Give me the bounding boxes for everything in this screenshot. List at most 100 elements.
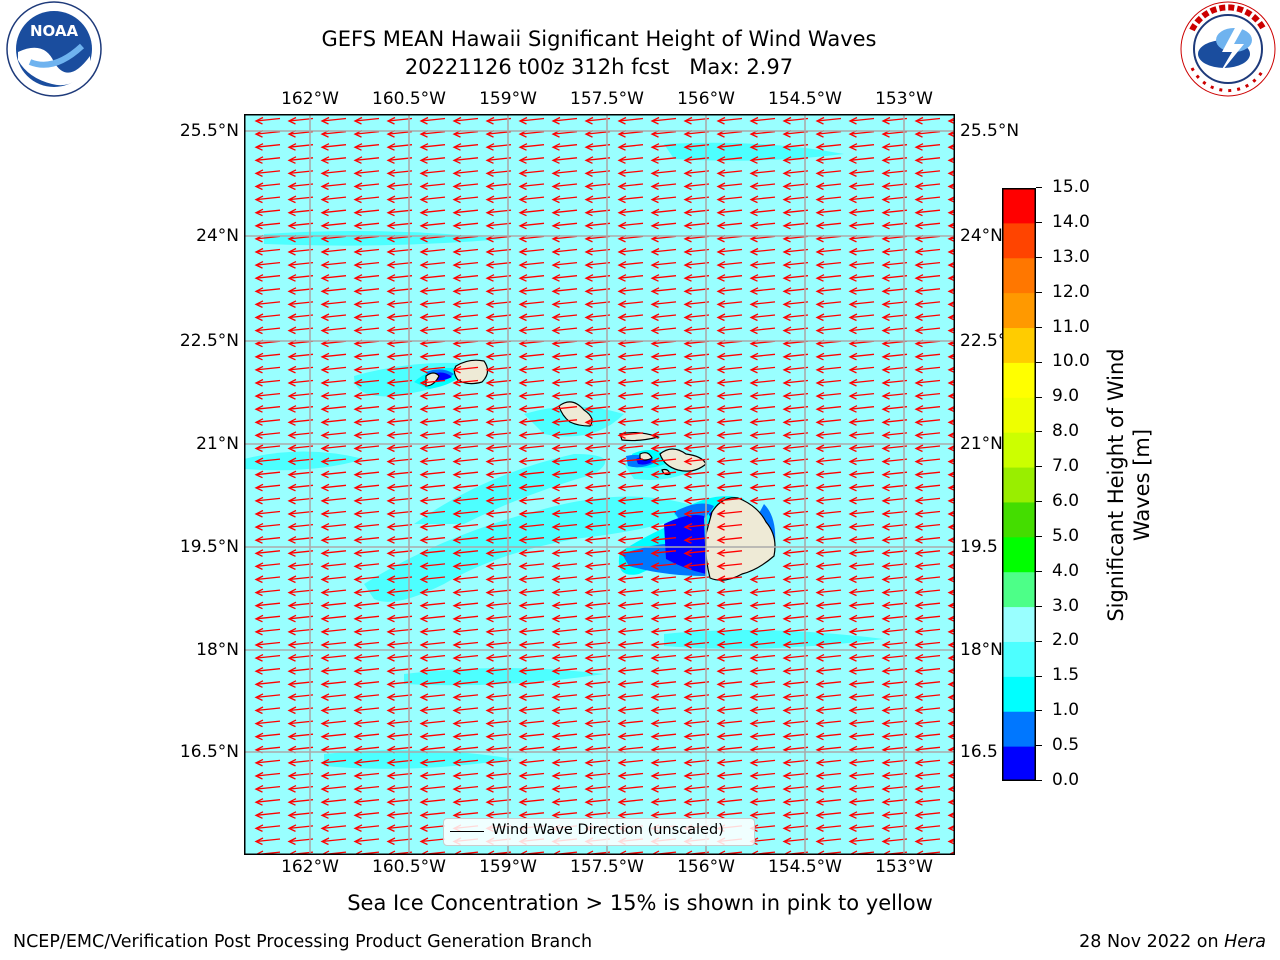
wind-wave-arrow: [914, 536, 941, 544]
wind-wave-arrow: [584, 614, 611, 623]
wind-wave-arrow: [452, 771, 479, 780]
y-tick-right: 18°N: [960, 640, 1003, 660]
wind-wave-arrow: [914, 143, 941, 151]
wind-wave-arrow: [815, 523, 842, 531]
wind-wave-arrow: [320, 509, 347, 518]
wind-wave-arrow: [914, 771, 941, 780]
wind-wave-arrow: [320, 247, 347, 256]
wind-wave-arrow: [716, 444, 743, 453]
wind-wave-arrow: [320, 470, 347, 479]
wind-wave-arrow: [518, 274, 545, 282]
wind-wave-arrow: [881, 654, 908, 662]
wind-wave-arrow: [287, 601, 314, 610]
y-tick-left: 21°N: [196, 434, 239, 454]
wind-wave-arrow: [815, 496, 842, 505]
wind-wave-arrow: [650, 758, 677, 767]
legend-line-icon: [450, 831, 484, 832]
wind-wave-arrow: [485, 811, 512, 819]
colorbar-tick-mark: [1036, 361, 1042, 363]
wind-wave-arrow: [254, 627, 281, 636]
wind-wave-arrow: [386, 693, 413, 701]
wind-wave-arrow: [452, 326, 479, 335]
wind-wave-arrow: [650, 523, 677, 531]
wind-wave-arrow: [287, 444, 314, 453]
wind-wave-arrow: [881, 313, 908, 322]
wind-wave-arrow: [617, 300, 644, 308]
wind-wave-arrow: [716, 247, 743, 256]
wind-wave-arrow: [782, 326, 809, 335]
wind-wave-arrow: [815, 287, 842, 295]
wind-wave-arrow: [881, 169, 908, 177]
wind-wave-arrow: [419, 496, 446, 505]
wind-wave-arrow: [320, 431, 347, 439]
wind-wave-arrow: [848, 221, 875, 230]
wind-wave-arrow: [485, 182, 512, 191]
wind-wave-arrow: [353, 798, 380, 806]
wind-wave-arrow: [386, 509, 413, 518]
wind-wave-arrow: [485, 562, 512, 570]
footer-machine: Hera: [1224, 932, 1266, 952]
wind-wave-arrow: [320, 640, 347, 649]
wind-wave-arrow: [881, 496, 908, 505]
wind-wave-arrow: [683, 758, 710, 767]
wind-wave-arrow: [386, 483, 413, 492]
wind-wave-arrow: [518, 496, 545, 505]
wind-wave-arrow: [452, 169, 479, 177]
wind-wave-arrow: [848, 575, 875, 584]
wind-wave-arrow: [254, 418, 281, 426]
wind-wave-arrow: [452, 719, 479, 728]
wind-wave-arrow: [320, 614, 347, 623]
wind-wave-arrow: [320, 706, 347, 715]
wind-wave-arrow: [254, 274, 281, 282]
wind-wave-arrow: [353, 549, 380, 557]
wind-wave-arrow: [815, 509, 842, 518]
wind-wave-arrow: [452, 654, 479, 662]
wind-wave-arrow: [749, 614, 776, 623]
wind-wave-arrow: [452, 444, 479, 453]
wind-wave-arrow: [815, 247, 842, 256]
wind-wave-arrow: [584, 313, 611, 322]
footer-date: 28 Nov 2022 on: [1079, 932, 1225, 952]
wind-wave-arrow: [617, 667, 644, 675]
colorbar-tick-label: 4.0: [1052, 560, 1080, 581]
wind-wave-arrow: [617, 523, 644, 531]
wind-wave-arrow: [287, 693, 314, 701]
wind-wave-arrow: [485, 143, 512, 151]
wind-wave-arrow: [287, 719, 314, 728]
wind-wave-arrow: [914, 221, 941, 230]
wind-wave-arrow: [320, 418, 347, 426]
wind-wave-arrow: [617, 654, 644, 662]
wind-wave-arrow: [254, 509, 281, 518]
wind-wave-arrow: [782, 719, 809, 728]
wind-wave-arrow: [617, 627, 644, 636]
x-tick-top: 153°W: [875, 89, 933, 109]
wind-wave-arrow: [419, 378, 446, 387]
wind-wave-arrow: [320, 405, 347, 413]
wind-wave-arrow: [518, 509, 545, 518]
wind-wave-arrow: [881, 116, 908, 125]
wind-wave-arrow: [287, 274, 314, 282]
wind-wave-arrow: [287, 575, 314, 584]
wind-wave-arrow: [320, 654, 347, 662]
wind-wave-arrow: [782, 837, 809, 846]
wind-wave-arrow: [518, 444, 545, 453]
wind-wave-arrow: [914, 627, 941, 636]
wind-wave-arrow: [287, 588, 314, 597]
wind-wave-arrow: [848, 418, 875, 426]
wind-wave-arrow: [881, 444, 908, 453]
wind-wave-arrow: [881, 601, 908, 610]
wind-wave-arrow: [386, 378, 413, 387]
wind-wave-arrow: [617, 444, 644, 453]
wind-wave-arrow: [848, 627, 875, 636]
wind-wave-arrow: [287, 365, 314, 374]
wind-wave-arrow: [353, 758, 380, 767]
wind-wave-arrow: [749, 116, 776, 125]
colorbar-segment: [1002, 606, 1036, 642]
wind-wave-arrow: [749, 300, 776, 308]
wind-wave-arrow: [749, 470, 776, 479]
wind-wave-arrow: [551, 247, 578, 256]
wind-wave-arrow: [815, 575, 842, 584]
wind-wave-arrow: [683, 182, 710, 191]
wind-wave-arrow: [551, 732, 578, 741]
wind-wave-arrow: [254, 208, 281, 217]
